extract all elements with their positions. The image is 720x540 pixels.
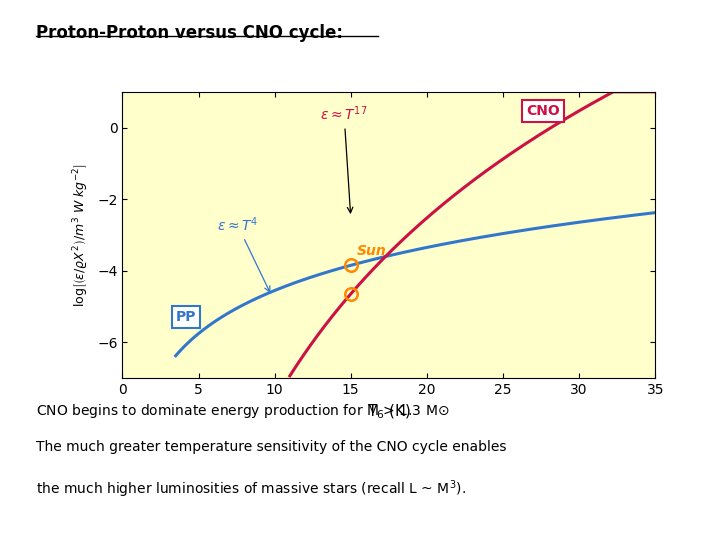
Text: Sun: Sun bbox=[357, 244, 387, 258]
Y-axis label: log$\left[\left(\varepsilon / \varrho X^2\right) / m^3 \ W \ kg^{-2}\right]$: log$\left[\left(\varepsilon / \varrho X^… bbox=[72, 163, 91, 307]
Text: the much higher luminosities of massive stars (recall L ~ M$^3$).: the much higher luminosities of massive … bbox=[36, 478, 466, 500]
Text: PP: PP bbox=[176, 310, 196, 324]
X-axis label: T$_6$ (K): T$_6$ (K) bbox=[366, 402, 411, 421]
Text: $\varepsilon \approx T^{17}$: $\varepsilon \approx T^{17}$ bbox=[320, 105, 368, 213]
Text: $\varepsilon \approx T^{4}$: $\varepsilon \approx T^{4}$ bbox=[217, 215, 270, 292]
Text: The much greater temperature sensitivity of the CNO cycle enables: The much greater temperature sensitivity… bbox=[36, 440, 506, 454]
Text: CNO begins to dominate energy production for M > 1.3 M$\odot$: CNO begins to dominate energy production… bbox=[36, 402, 449, 420]
Text: Proton-Proton versus CNO cycle:: Proton-Proton versus CNO cycle: bbox=[36, 24, 343, 42]
Text: CNO: CNO bbox=[526, 104, 559, 118]
